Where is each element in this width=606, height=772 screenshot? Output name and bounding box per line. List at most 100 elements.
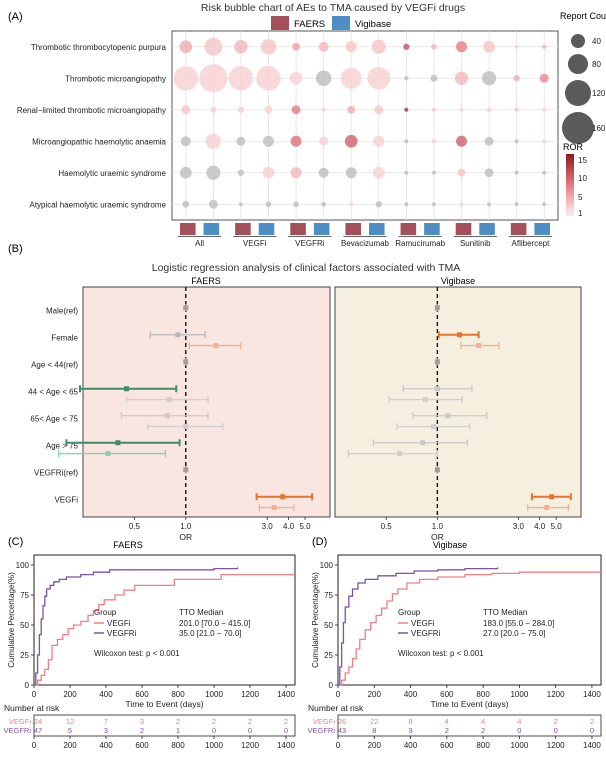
risk-xtick-label-vigibase-400: 400 bbox=[404, 741, 418, 750]
forest-point-faers-44-age-65 bbox=[166, 397, 172, 403]
bubble-marks bbox=[173, 37, 549, 209]
group-marker-faers-bevacizumab bbox=[345, 223, 361, 235]
ror-tick-15: 15 bbox=[578, 156, 587, 165]
bubble-vigibase-sunitinib-renal-limited-thrombotic-microangiopathy bbox=[486, 107, 492, 112]
risk-row-label-vigibase-vegfi: VEGFi bbox=[313, 717, 335, 726]
km-xtick-label-faers-600: 600 bbox=[135, 690, 149, 699]
bubble-vigibase-all-renal-limited-thrombotic-microangiopathy bbox=[210, 106, 217, 113]
bubble-faers-sunitinib-thrombotic-thrombocytopenic-purpura bbox=[456, 41, 467, 53]
forest-tick-label-vigibase-0-5: 0.5 bbox=[381, 522, 393, 531]
km-ytick-label-vigibase-25: 25 bbox=[324, 651, 333, 660]
group-marker-vigibase-vegfi bbox=[258, 223, 275, 235]
bubble-faers-bevacizumab-renal-limited-thrombotic-microangiopathy bbox=[347, 105, 356, 114]
bubble-faers-bevacizumab-thrombotic-thrombocytopenic-purpura bbox=[345, 41, 357, 53]
forest-point-vigibase-44-age-65 bbox=[422, 397, 428, 403]
km-xtick-label-vigibase-1200: 1200 bbox=[547, 690, 565, 699]
bubble-vigibase-vegfri-haemolytic-uraemic-syndrome bbox=[318, 167, 329, 178]
bubble-row-labels: Thrombotic thrombocytopenic purpura Throm… bbox=[17, 43, 167, 210]
bubble-vigibase-aflibercept-thrombotic-microangiopathy bbox=[539, 73, 549, 83]
ror-legend-title: ROR bbox=[563, 142, 584, 152]
km-ytick-label-vigibase-75: 75 bbox=[324, 591, 333, 600]
risk-value-vigibase-vegfri-5: 0 bbox=[517, 726, 521, 735]
forest-tick-label-faers-3-0: 3.0 bbox=[262, 522, 274, 531]
bubble-vigibase-ramucirumab-thrombotic-microangiopathy bbox=[430, 74, 438, 82]
bubble-vigibase-vegfi-microangiopathic-haemolytic-anaemia bbox=[263, 135, 274, 147]
panel-b-label: (B) bbox=[8, 243, 23, 255]
km-xtick-label-vigibase-200: 200 bbox=[368, 690, 382, 699]
km-xtick-label-vigibase-1400: 1400 bbox=[583, 690, 601, 699]
km-ytick-label-vigibase-50: 50 bbox=[324, 621, 333, 630]
forest-row-label-44-age-65: 44 < Age < 65 bbox=[28, 387, 78, 396]
bubble-faers-aflibercept-renal-limited-thrombotic-microangiopathy bbox=[514, 107, 519, 112]
forest-point-faers-male-ref bbox=[183, 305, 189, 311]
bubble-vigibase-bevacizumab-microangiopathic-haemolytic-anaemia bbox=[373, 135, 385, 147]
risk-value-faers-vegfri-0: 47 bbox=[34, 726, 42, 735]
bubble-vigibase-vegfri-atypical-haemolytic-uraemic-syndrome bbox=[321, 201, 327, 207]
bubble-vigibase-vegfri-microangiopathic-haemolytic-anaemia bbox=[319, 136, 329, 146]
forest-tick-label-vigibase-5-0: 5.0 bbox=[551, 522, 563, 531]
bubble-faers-sunitinib-microangiopathic-haemolytic-anaemia bbox=[456, 135, 467, 147]
risk-value-vigibase-vegfri-1: 8 bbox=[372, 726, 376, 735]
size-legend-label-40: 40 bbox=[592, 37, 601, 46]
bubble-faers-vegfri-renal-limited-thrombotic-microangiopathy bbox=[291, 105, 301, 115]
bubble-faers-vegfri-atypical-haemolytic-uraemic-syndrome bbox=[293, 201, 299, 208]
size-legend-label-120: 120 bbox=[592, 89, 606, 98]
size-legend-title: Report Count bbox=[560, 11, 606, 21]
forest-point-faers-65-age-75 bbox=[183, 424, 189, 430]
risk-xtick-label-faers-1200: 1200 bbox=[241, 741, 259, 750]
risk-value-vigibase-vegfri-7: 0 bbox=[590, 726, 594, 735]
forest-point-faers-65-age-75 bbox=[164, 413, 170, 419]
forest-faers-header: FAERS bbox=[191, 276, 221, 286]
risk-value-faers-vegfi-0: 24 bbox=[34, 717, 42, 726]
bubble-faers-sunitinib-thrombotic-microangiopathy bbox=[454, 71, 469, 85]
risk-row-label-vigibase-vegfri: VEGFRi bbox=[307, 726, 335, 735]
km-test-vigibase: Wilcoxon test: p < 0.001 bbox=[398, 649, 484, 658]
ror-tick-5: 5 bbox=[578, 193, 583, 202]
bubble-faers-aflibercept-thrombotic-thrombocytopenic-purpura bbox=[514, 44, 519, 49]
bubble-faers-aflibercept-microangiopathic-haemolytic-anaemia bbox=[514, 139, 519, 144]
risk-xtick-label-faers-400: 400 bbox=[99, 741, 113, 750]
panel-d-label: (D) bbox=[312, 536, 327, 548]
group-marker-vigibase-bevacizumab bbox=[369, 223, 385, 235]
km-xtick-label-faers-800: 800 bbox=[171, 690, 185, 699]
forest-row-label-vegfi: VEGFi bbox=[54, 495, 78, 504]
group-marker-vigibase-vegfri bbox=[313, 223, 330, 235]
km-ytick-label-faers-25: 25 bbox=[20, 651, 29, 660]
risk-value-faers-vegfi-7: 2 bbox=[284, 717, 288, 726]
bubble-gridlines bbox=[172, 31, 558, 220]
forest-point-faers-vegfi bbox=[280, 494, 286, 500]
ror-tick-10: 10 bbox=[578, 174, 587, 183]
bubble-faers-bevacizumab-atypical-haemolytic-uraemic-syndrome bbox=[349, 202, 354, 207]
km-ytick-label-faers-50: 50 bbox=[20, 621, 29, 630]
bubble-faers-all-thrombotic-microangiopathy bbox=[173, 66, 199, 91]
group-marker-vigibase-ramucirumab bbox=[424, 223, 440, 235]
forest-point-vigibase-female bbox=[476, 343, 482, 349]
bubble-faers-ramucirumab-atypical-haemolytic-uraemic-syndrome bbox=[404, 202, 409, 207]
bubble-vigibase-aflibercept-renal-limited-thrombotic-microangiopathy bbox=[542, 107, 547, 112]
forest-point-faers-vegfri-ref bbox=[183, 467, 189, 473]
km-legend-name-vigibase-vegfri: VEGFRi bbox=[411, 629, 441, 638]
risk-value-faers-vegfi-6: 2 bbox=[248, 717, 252, 726]
bubble-row-label-atypical-haemolytic-uraemic-syndrome: Atypical haemolytic uraemic syndrome bbox=[30, 200, 167, 209]
group-marker-faers-sunitinib bbox=[455, 223, 472, 235]
group-marker-faers-vegfri bbox=[290, 223, 306, 235]
size-legend-label-80: 80 bbox=[592, 60, 601, 69]
bubble-row-label-renal-limited-thrombotic-microangiopathy: Renal−limited thrombotic microangiopathy bbox=[17, 106, 166, 115]
ror-legend: ROR 15 10 5 1 bbox=[563, 142, 587, 218]
forest-row-label-65-age-75: 65< Age < 75 bbox=[30, 414, 78, 423]
km-frame-vigibase bbox=[337, 554, 602, 686]
km-legend-median-vigibase-vegfi: 183.0 [55.0 − 284.0] bbox=[483, 619, 554, 628]
risk-value-vigibase-vegfri-6: 0 bbox=[554, 726, 558, 735]
risk-xtick-label-vigibase-1400: 1400 bbox=[583, 741, 601, 750]
bubble-vigibase-bevacizumab-atypical-haemolytic-uraemic-syndrome bbox=[375, 201, 382, 208]
km-xlabel-vigibase: Time to Event (days) bbox=[430, 699, 508, 709]
km-legend-name-vigibase-vegfi: VEGFi bbox=[411, 619, 435, 628]
risk-value-faers-vegfri-4: 1 bbox=[176, 726, 180, 735]
bubble-faers-sunitinib-haemolytic-uraemic-syndrome bbox=[457, 168, 466, 177]
bubble-faers-sunitinib-renal-limited-thrombotic-microangiopathy bbox=[459, 107, 464, 112]
bubble-vigibase-all-atypical-haemolytic-uraemic-syndrome bbox=[208, 199, 218, 209]
size-legend-circle-40 bbox=[571, 34, 585, 48]
bubble-faers-aflibercept-haemolytic-uraemic-syndrome bbox=[514, 170, 519, 175]
bubble-vigibase-sunitinib-microangiopathic-haemolytic-anaemia bbox=[484, 136, 494, 146]
